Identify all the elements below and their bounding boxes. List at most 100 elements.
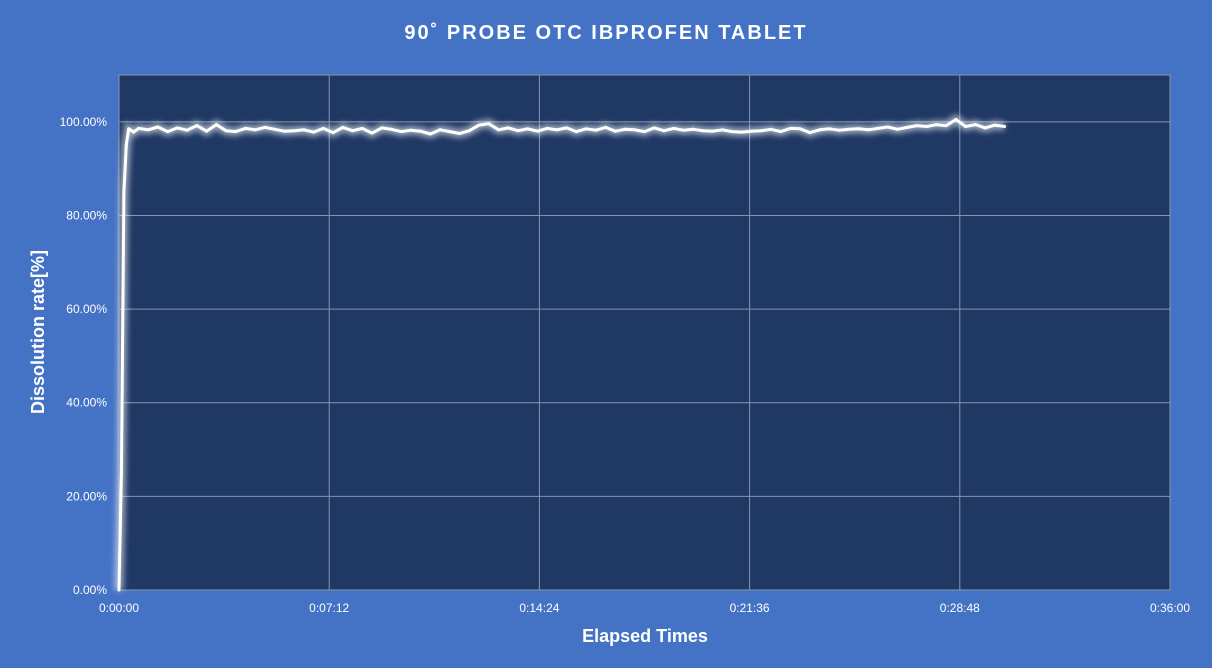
data-point [175,126,179,130]
data-point [380,126,384,130]
y-tick-label: 100.00% [60,115,108,129]
data-point [837,128,841,132]
data-point [711,129,715,133]
data-point [127,127,131,131]
y-tick-label: 60.00% [66,302,107,316]
data-point [448,130,452,134]
data-point [565,126,569,130]
data-point [292,129,296,133]
data-point [584,127,588,131]
data-point [341,125,345,129]
data-point [594,128,598,132]
data-point [818,128,822,132]
data-point [944,124,948,128]
data-point [146,128,150,132]
data-point [993,123,997,127]
data-point [866,128,870,132]
data-point [389,127,393,131]
data-point [973,123,977,127]
data-point [925,125,929,128]
series-line [117,118,1005,591]
data-point [788,126,792,130]
data-point [409,128,413,132]
data-point [779,130,783,134]
data-point [535,129,539,133]
data-point [122,190,126,194]
data-point [156,125,160,129]
data-point [117,588,121,592]
data-point [750,129,754,133]
data-point [827,127,831,131]
data-point [769,127,773,131]
data-point [662,129,666,133]
plot-area [118,74,1171,591]
data-point [506,126,510,130]
data-point [691,127,695,131]
data-point [487,122,491,126]
data-point [574,130,578,134]
data-point [399,130,403,134]
data-point [302,128,306,132]
data-point [526,127,530,131]
data-point [1003,125,1007,128]
data-point [857,127,861,131]
data-point [224,129,228,133]
data-point [273,127,277,131]
data-point [798,127,802,131]
data-point [124,143,128,147]
data-point [351,129,355,133]
data-point [808,131,812,135]
data-point [136,126,140,130]
y-tick-label: 40.00% [66,396,107,410]
data-point [623,127,627,131]
data-point [720,128,724,132]
data-point [166,130,170,134]
data-point [876,126,880,130]
data-point [516,129,520,133]
x-tick-label: 0:00:00 [99,601,139,615]
x-axis-label: Elapsed Times [582,626,708,646]
data-point [119,471,123,475]
data-point [604,125,608,129]
data-point [263,125,267,129]
y-tick-label: 0.00% [73,583,107,597]
data-point [360,126,364,130]
data-point [331,131,335,135]
data-point [428,132,432,136]
data-point [419,129,423,133]
data-point [730,130,734,134]
data-point [467,129,471,133]
data-point [555,128,559,132]
data-point [458,132,462,136]
data-point [613,129,617,133]
data-point [954,117,958,121]
data-point [934,123,938,127]
data-point [652,126,656,130]
x-tick-label: 0:14:24 [519,601,559,615]
data-point [740,130,744,134]
data-point [886,125,890,129]
data-point [847,127,851,131]
x-tick-label: 0:21:36 [730,601,770,615]
data-point [759,129,763,133]
data-point [477,123,481,127]
data-point [905,125,909,129]
data-point [321,126,325,130]
data-point [214,123,218,127]
y-tick-label: 80.00% [66,208,107,222]
data-point [633,128,637,132]
x-tick-label: 0:28:48 [940,601,980,615]
data-point [497,128,501,132]
data-point [983,126,987,130]
data-point [672,126,676,130]
y-axis-label: Dissolution rate[%] [28,250,48,414]
x-tick-label: 0:07:12 [309,601,349,615]
data-point [681,128,685,132]
data-point [282,129,286,133]
data-point [643,130,646,134]
data-point [312,130,316,134]
data-point [205,129,209,133]
x-tick-label: 0:36:00 [1150,601,1190,615]
data-point [915,124,919,128]
